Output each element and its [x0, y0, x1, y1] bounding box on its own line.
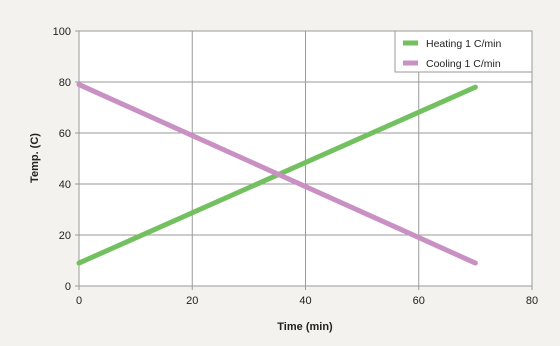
y-tick-label: 40: [59, 179, 71, 191]
tick-labels: 0 20 40 60 80 0 20 40 60 80 100: [53, 26, 538, 307]
grid-lines: [75, 30, 533, 290]
series-line-cooling: [76, 82, 478, 266]
legend: Heating 1 C/min Cooling 1 C/min: [394, 30, 533, 73]
legend-label-cooling: Cooling 1 C/min: [426, 58, 501, 70]
legend-label-heating: Heating 1 C/min: [426, 38, 501, 50]
series-lines: [76, 82, 478, 266]
x-tick-label: 40: [299, 295, 311, 307]
x-tick-label: 80: [526, 295, 538, 307]
x-tick-label: 0: [76, 295, 82, 307]
y-tick-label: 100: [53, 26, 71, 38]
y-tick-label: 20: [59, 230, 71, 242]
x-tick-label: 20: [186, 295, 198, 307]
x-tick-label: 60: [413, 295, 425, 307]
y-tick-label: 80: [59, 77, 71, 89]
x-axis-title: Time (min): [277, 321, 333, 333]
y-axis-title: Temp. (C): [29, 133, 41, 183]
y-tick-label: 60: [59, 128, 71, 140]
y-tick-label: 0: [65, 281, 71, 293]
